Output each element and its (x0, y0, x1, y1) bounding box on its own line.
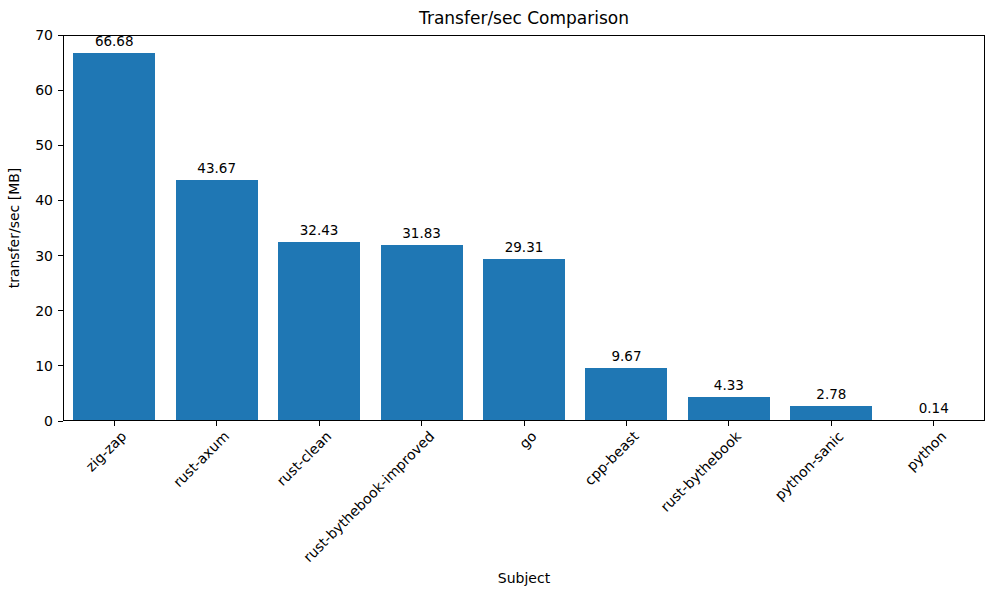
y-tick-mark (58, 35, 63, 36)
y-tick-mark (58, 145, 63, 146)
x-tick-mark (933, 421, 934, 426)
x-tick-label-cpp-beast: cpp-beast (581, 428, 641, 488)
x-tick-mark (421, 421, 422, 426)
x-tick-mark (114, 421, 115, 426)
bar-value-label: 29.31 (479, 240, 569, 255)
x-tick-label-zig-zap: zig-zap (83, 428, 130, 475)
bar-rust-bythebook (688, 397, 770, 420)
x-tick-label-python: python (903, 428, 949, 474)
y-tick-mark (58, 421, 63, 422)
y-tick-label: 40 (3, 192, 53, 208)
x-tick-mark (831, 421, 832, 426)
y-axis-label-text: transfer/sec [MB] (6, 168, 23, 289)
bar-rust-bythebook-improved (381, 245, 463, 420)
x-tick-mark (524, 421, 525, 426)
x-tick-label-python-sanic: python-sanic (771, 428, 846, 503)
bar-cpp-beast (585, 368, 667, 420)
bar-go (483, 259, 565, 420)
y-tick-mark (58, 310, 63, 311)
y-tick-mark (58, 200, 63, 201)
x-tick-label-rust-clean: rust-clean (274, 428, 335, 489)
y-tick-label: 10 (3, 358, 53, 374)
x-tick-mark (626, 421, 627, 426)
bar-value-label: 9.67 (581, 349, 671, 364)
bar-rust-clean (278, 242, 360, 420)
x-tick-mark (319, 421, 320, 426)
bar-value-label: 32.43 (274, 223, 364, 238)
bar-value-label: 66.68 (69, 34, 159, 49)
bar-value-label: 43.67 (172, 161, 262, 176)
y-tick-label: 30 (3, 248, 53, 264)
bar-chart-figure: Transfer/sec Comparison transfer/sec [MB… (0, 0, 1000, 600)
bar-zig-zap (73, 53, 155, 420)
y-tick-mark (58, 90, 63, 91)
x-axis-label: Subject (63, 570, 985, 587)
chart-title: Transfer/sec Comparison (63, 8, 985, 28)
x-tick-label-rust-axum: rust-axum (170, 428, 232, 490)
x-tick-mark (728, 421, 729, 426)
y-tick-label: 70 (3, 27, 53, 43)
y-tick-label: 20 (3, 303, 53, 319)
bar-value-label: 0.14 (889, 401, 979, 416)
x-tick-label-rust-bythebook: rust-bythebook (657, 428, 744, 515)
y-tick-mark (58, 255, 63, 256)
y-tick-mark (58, 365, 63, 366)
bar-rust-axum (176, 180, 258, 420)
bar-value-label: 4.33 (684, 378, 774, 393)
bar-python-sanic (790, 406, 872, 420)
bar-value-label: 2.78 (786, 387, 876, 402)
bar-value-label: 31.83 (377, 226, 467, 241)
x-tick-label-go: go (516, 428, 540, 452)
y-tick-label: 0 (3, 413, 53, 429)
y-tick-label: 50 (3, 137, 53, 153)
x-tick-mark (216, 421, 217, 426)
y-tick-label: 60 (3, 82, 53, 98)
